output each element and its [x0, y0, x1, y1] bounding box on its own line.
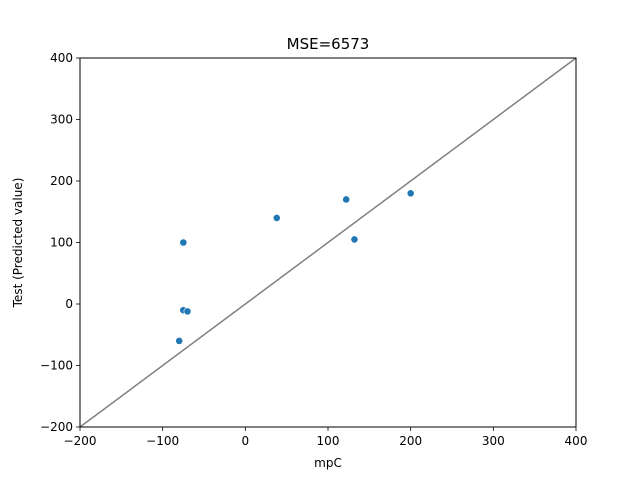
x-tick-label: 0	[242, 434, 250, 448]
x-axis-label: mpC	[314, 456, 342, 470]
chart-title: MSE=6573	[287, 35, 370, 53]
y-tick-label: 100	[50, 236, 73, 250]
x-tick-label: 400	[565, 434, 588, 448]
y-axis-label: Test (Predicted value)	[11, 178, 25, 309]
scatter-point	[179, 238, 188, 247]
scatter-point	[183, 307, 192, 316]
y-tick-label: 400	[50, 51, 73, 65]
axis-ticks: −200 −100 0 100 200 300 400 −200 −100 0 100 200 300 4…	[40, 51, 587, 448]
y-tick-label: 200	[50, 174, 73, 188]
scatter-point	[175, 336, 184, 345]
plot-area	[79, 57, 577, 428]
scatter-point	[342, 195, 351, 204]
y-tick-label: −200	[40, 420, 73, 434]
x-tick-label: 200	[399, 434, 422, 448]
y-tick-label: 300	[50, 113, 73, 127]
plot-frame	[79, 57, 577, 428]
y-tick-label: −100	[40, 359, 73, 373]
identity-reference-line	[79, 57, 577, 428]
x-tick-label: −200	[64, 434, 97, 448]
x-tick-label: −100	[146, 434, 179, 448]
scatter-point	[406, 189, 415, 198]
x-tick-label: 100	[317, 434, 340, 448]
scatter-point	[350, 235, 359, 244]
x-tick-label: 300	[482, 434, 505, 448]
scatter-point	[272, 213, 281, 222]
y-tick-label: 0	[65, 297, 73, 311]
